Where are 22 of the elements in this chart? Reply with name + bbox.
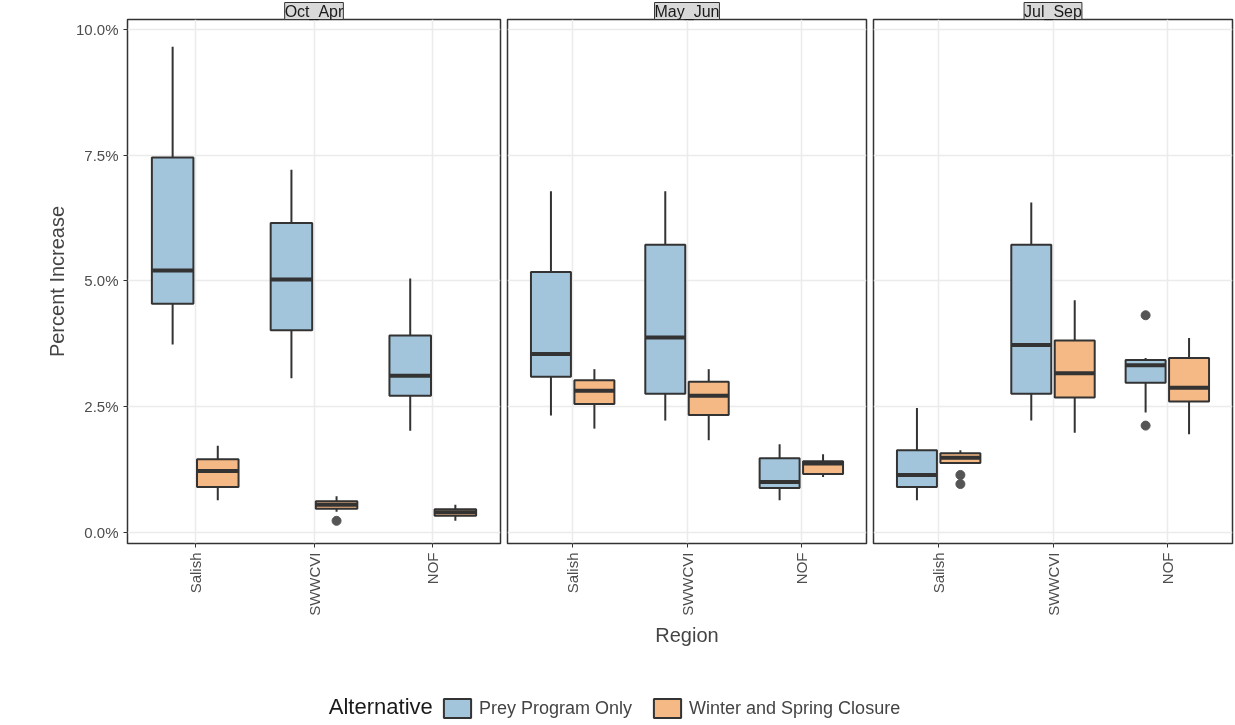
x-tick-label: Salish	[930, 552, 948, 594]
x-tick-label: SWWCVI	[305, 552, 323, 616]
x-tick-label: NOF	[792, 552, 810, 585]
y-tick-label: 5.0%	[84, 272, 119, 290]
chart-title: Jul_Sep	[1024, 2, 1083, 21]
y-axis-title: Percent Increase	[45, 205, 68, 358]
chart-title: May_Jun	[654, 2, 720, 21]
legend-title: Alternative	[328, 693, 433, 719]
legend-label: Winter and Spring Closure	[689, 697, 901, 719]
y-tick-label: 0.0%	[84, 524, 119, 542]
x-tick-label: SWWCVI	[678, 552, 696, 616]
y-tick-label: 7.5%	[84, 146, 119, 164]
y-tick-label: 2.5%	[84, 398, 119, 416]
x-tick-label: Salish	[186, 552, 204, 594]
x-axis-title: Region	[655, 623, 719, 646]
x-tick-label: NOF	[424, 552, 442, 585]
legend-label: Prey Program Only	[479, 697, 633, 719]
x-tick-label: SWWCVI	[1044, 552, 1062, 616]
x-tick-label: NOF	[1158, 552, 1176, 585]
x-tick-label: Salish	[564, 552, 582, 594]
y-tick-label: 10.0%	[75, 20, 119, 38]
chart-title: Oct_Apr	[284, 2, 345, 21]
